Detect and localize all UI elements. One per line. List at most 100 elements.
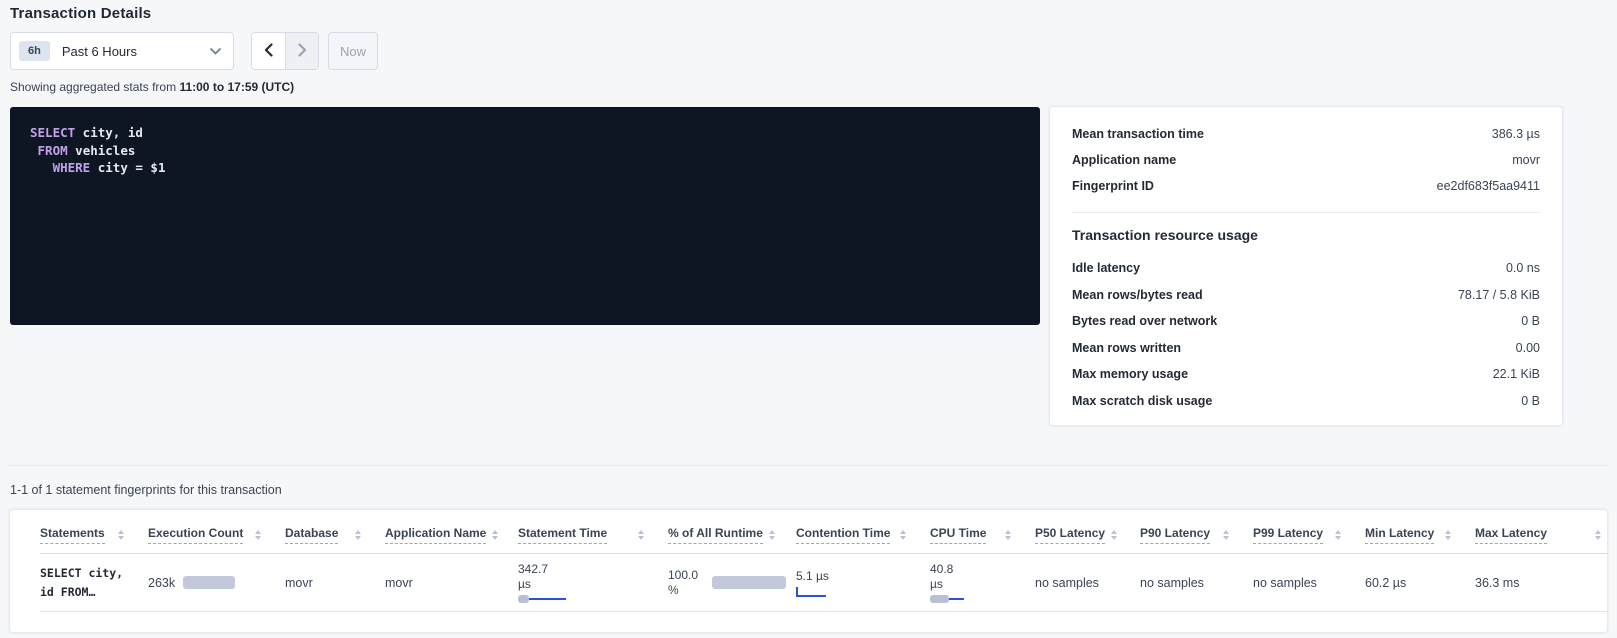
- chevron-down-icon: [210, 47, 221, 55]
- sql-keyword: FROM: [37, 142, 68, 158]
- column-header-statement-time[interactable]: Statement Time: [518, 526, 668, 544]
- column-header-min-latency[interactable]: Min Latency: [1365, 526, 1475, 544]
- detail-value: movr: [1512, 153, 1540, 167]
- section-divider: [8, 465, 1609, 466]
- sort-icon[interactable]: [255, 530, 261, 540]
- page-title: Transaction Details: [10, 5, 152, 22]
- detail-label: Application name: [1072, 153, 1177, 167]
- p99-latency-value: no samples: [1253, 575, 1317, 590]
- p50-latency-value: no samples: [1035, 575, 1099, 590]
- column-header-application-name[interactable]: Application Name: [385, 526, 518, 544]
- max-latency-value: 36.3 ms: [1475, 575, 1520, 590]
- cell-pct-of-all-runtime: 100.0 %: [668, 568, 796, 598]
- resource-row-max-scratch-disk-usage: Max scratch disk usage 0 B: [1072, 388, 1540, 415]
- sort-icon[interactable]: [1005, 530, 1011, 540]
- detail-value: ee2df683f5aa9411: [1436, 179, 1540, 193]
- sort-icon[interactable]: [900, 530, 906, 540]
- sort-icon[interactable]: [492, 530, 499, 540]
- statement-time-bar: [518, 594, 566, 604]
- column-header-execution-count[interactable]: Execution Count: [148, 526, 285, 544]
- column-header-max-latency[interactable]: Max Latency: [1475, 526, 1607, 544]
- chevron-left-icon: [264, 42, 273, 60]
- sort-icon[interactable]: [768, 530, 775, 540]
- application-name-value: movr: [385, 575, 413, 590]
- resource-row-bytes-read-over-network: Bytes read over network 0 B: [1072, 308, 1540, 335]
- sql-line: SELECT city, id: [30, 125, 143, 140]
- resource-usage-rows: Idle latency 0.0 ns Mean rows/bytes read…: [1072, 255, 1540, 414]
- sql-line: WHERE city = $1: [52, 160, 166, 175]
- resource-row-max-memory-usage: Max memory usage 22.1 KiB: [1072, 361, 1540, 388]
- transaction-sql-box: SELECT city, id FROM vehicles WHERE city…: [10, 107, 1040, 325]
- statement-link[interactable]: SELECT city, id FROM…: [40, 565, 124, 599]
- statements-table-card: Statements Execution Count Database Appl…: [10, 510, 1607, 632]
- cell-p90-latency: no samples: [1140, 576, 1253, 590]
- resource-usage-title: Transaction resource usage: [1072, 227, 1258, 243]
- cell-execution-count: 263k: [148, 576, 285, 590]
- sort-icon[interactable]: [118, 530, 124, 540]
- resource-label: Max memory usage: [1072, 367, 1189, 382]
- sort-icon[interactable]: [1595, 530, 1601, 540]
- cell-p99-latency: no samples: [1253, 576, 1365, 590]
- time-range-dropdown[interactable]: 6h Past 6 Hours: [10, 32, 234, 70]
- cell-contention-time: 5.1 µs: [796, 569, 930, 597]
- resource-value: 0.0 ns: [1505, 261, 1540, 276]
- next-range-button[interactable]: [285, 33, 318, 69]
- range-arrow-group: [251, 32, 319, 70]
- resource-label: Idle latency: [1072, 261, 1141, 276]
- stats-summary-range: 11:00 to 17:59 (UTC): [179, 80, 295, 94]
- cell-statement-time: 342.7 µs: [518, 562, 668, 604]
- cell-cpu-time: 40.8 µs: [930, 562, 1035, 604]
- column-header-contention-time[interactable]: Contention Time: [796, 526, 930, 544]
- sort-icon[interactable]: [355, 530, 361, 540]
- now-button[interactable]: Now: [328, 32, 378, 70]
- resource-label: Mean rows written: [1072, 340, 1182, 355]
- cell-min-latency: 60.2 µs: [1365, 576, 1475, 590]
- statement-fingerprint-row: SELECT city, id FROM… 263k movr movr 342…: [40, 554, 1607, 612]
- cell-application-name: movr: [385, 576, 518, 590]
- min-latency-value: 60.2 µs: [1365, 575, 1407, 590]
- resource-label: Bytes read over network: [1072, 314, 1218, 329]
- resource-value: 0 B: [1521, 314, 1540, 329]
- statements-table-header: Statements Execution Count Database Appl…: [40, 510, 1607, 554]
- column-header-pct-of-all-runtime[interactable]: % of All Runtime: [668, 526, 796, 544]
- sort-icon[interactable]: [1445, 530, 1451, 540]
- cpu-time-bar: [930, 594, 964, 604]
- time-range-badge: 6h: [19, 41, 50, 61]
- detail-row-application-name: Application name movr: [1072, 147, 1540, 173]
- p90-latency-value: no samples: [1140, 575, 1204, 590]
- time-controls: 6h Past 6 Hours Now: [10, 32, 378, 70]
- cell-database: movr: [285, 576, 385, 590]
- column-header-database[interactable]: Database: [285, 526, 385, 544]
- sort-icon[interactable]: [1111, 530, 1118, 540]
- detail-label: Mean transaction time: [1072, 127, 1204, 141]
- runtime-pct-bar: [711, 576, 786, 589]
- transaction-details-panel: Mean transaction time 386.3 µs Applicati…: [1050, 107, 1562, 425]
- sort-icon[interactable]: [1335, 530, 1341, 540]
- prev-range-button[interactable]: [252, 33, 285, 69]
- panel-divider: [1072, 212, 1540, 213]
- stats-summary-prefix: Showing aggregated stats from: [10, 80, 177, 94]
- column-header-p50-latency[interactable]: P50 Latency: [1035, 526, 1140, 544]
- column-header-p99-latency[interactable]: P99 Latency: [1253, 526, 1365, 544]
- detail-row-mean-transaction-time: Mean transaction time 386.3 µs: [1072, 121, 1540, 147]
- sort-icon[interactable]: [1223, 530, 1229, 540]
- aggregated-stats-summary: Showing aggregated stats from 11:00 to 1…: [10, 80, 294, 94]
- sort-icon[interactable]: [638, 530, 644, 540]
- column-header-cpu-time[interactable]: CPU Time: [930, 526, 1035, 544]
- resource-value: 0 B: [1521, 393, 1540, 408]
- cell-max-latency: 36.3 ms: [1475, 576, 1607, 590]
- sql-line: FROM vehicles: [37, 142, 136, 158]
- contention-time-value: 5.1 µs: [796, 568, 829, 583]
- resource-value: 0.00: [1515, 340, 1540, 355]
- runtime-pct-value: 100.0 %: [668, 567, 699, 597]
- resource-label: Max scratch disk usage: [1072, 393, 1213, 408]
- detail-row-fingerprint-id: Fingerprint ID ee2df683f5aa9411: [1072, 173, 1540, 199]
- detail-label: Fingerprint ID: [1072, 179, 1154, 193]
- resource-value: 22.1 KiB: [1492, 367, 1540, 382]
- resource-row-mean-rows-bytes-read: Mean rows/bytes read 78.17 / 5.8 KiB: [1072, 282, 1540, 309]
- time-range-label: Past 6 Hours: [61, 43, 137, 59]
- column-header-statements[interactable]: Statements: [40, 526, 148, 544]
- column-header-p90-latency[interactable]: P90 Latency: [1140, 526, 1253, 544]
- cell-statement: SELECT city, id FROM…: [40, 564, 148, 602]
- cell-p50-latency: no samples: [1035, 576, 1140, 590]
